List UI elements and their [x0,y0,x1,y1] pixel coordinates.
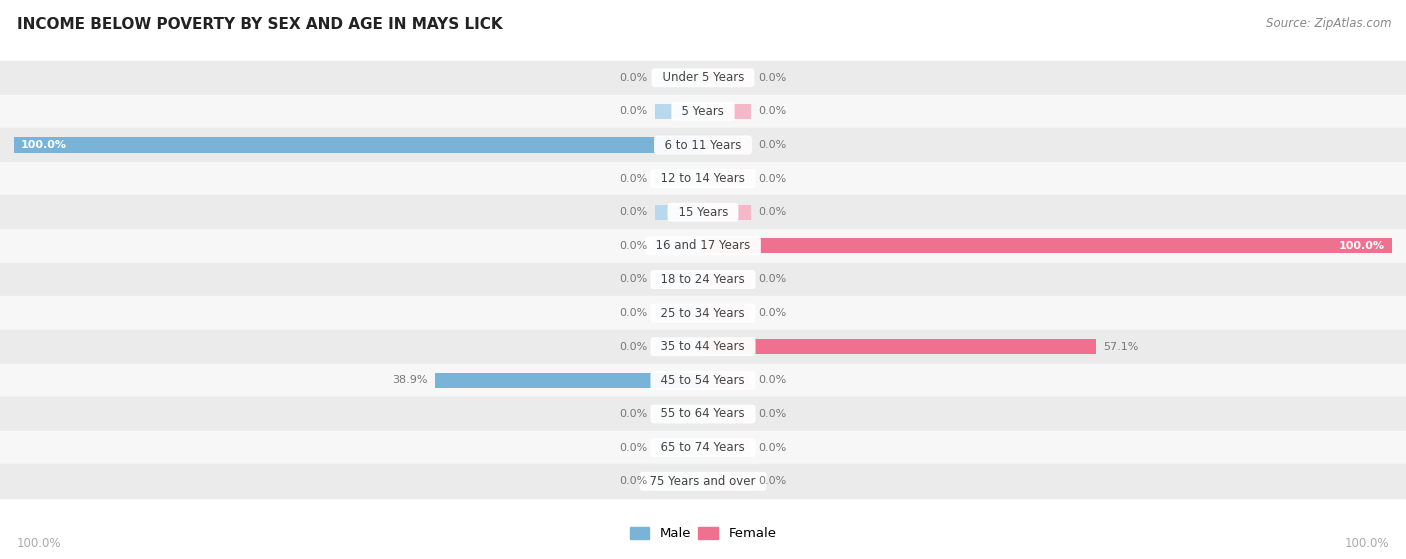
Text: 0.0%: 0.0% [620,73,648,83]
Bar [655,406,703,421]
Text: 0.0%: 0.0% [620,342,648,352]
Text: 0.0%: 0.0% [758,274,786,285]
Legend: Male, Female: Male, Female [624,522,782,546]
Text: 0.0%: 0.0% [758,174,786,183]
Bar [0,229,1406,263]
Text: 0.0%: 0.0% [758,443,786,453]
Bar [0,94,1406,128]
Text: 0.0%: 0.0% [758,476,786,486]
Text: 100.0%: 100.0% [17,537,62,549]
Text: 0.0%: 0.0% [620,443,648,453]
Text: 0.0%: 0.0% [620,207,648,217]
Text: 38.9%: 38.9% [392,376,427,385]
Text: 0.0%: 0.0% [620,476,648,486]
Bar [0,296,1406,330]
Text: 65 to 74 Years: 65 to 74 Years [654,441,752,454]
Bar [655,171,703,186]
Bar [0,263,1406,296]
Bar [0,330,1406,363]
Bar [434,373,703,388]
Text: 12 to 14 Years: 12 to 14 Years [654,172,752,185]
Bar [703,138,751,153]
Bar [0,61,1406,94]
Text: 0.0%: 0.0% [620,409,648,419]
Bar [655,238,703,253]
Bar [655,306,703,321]
Text: Source: ZipAtlas.com: Source: ZipAtlas.com [1267,17,1392,30]
Text: 15 Years: 15 Years [671,206,735,219]
Text: 0.0%: 0.0% [620,241,648,251]
Bar [703,272,751,287]
Bar [655,70,703,86]
Text: 5 Years: 5 Years [675,105,731,118]
Bar [655,473,703,489]
Text: Under 5 Years: Under 5 Years [655,71,751,84]
Text: 0.0%: 0.0% [758,376,786,385]
Bar [0,397,1406,431]
Text: 35 to 44 Years: 35 to 44 Years [654,340,752,353]
Bar [703,205,751,220]
Text: 0.0%: 0.0% [758,140,786,150]
Bar [14,138,703,153]
Text: 18 to 24 Years: 18 to 24 Years [654,273,752,286]
Bar [703,339,1097,354]
Text: 0.0%: 0.0% [758,308,786,318]
Bar [655,104,703,119]
Text: 0.0%: 0.0% [758,106,786,116]
Text: 0.0%: 0.0% [620,174,648,183]
Bar [0,196,1406,229]
Bar [703,406,751,421]
Bar [0,363,1406,397]
Text: 57.1%: 57.1% [1104,342,1139,352]
Bar [655,272,703,287]
Text: 0.0%: 0.0% [620,274,648,285]
Text: 0.0%: 0.0% [620,106,648,116]
Bar [0,465,1406,498]
Text: 0.0%: 0.0% [758,207,786,217]
Text: 0.0%: 0.0% [758,409,786,419]
Text: 16 and 17 Years: 16 and 17 Years [648,239,758,252]
Bar [0,128,1406,162]
Bar [655,205,703,220]
Bar [703,104,751,119]
Text: 100.0%: 100.0% [1344,537,1389,549]
Text: 25 to 34 Years: 25 to 34 Years [654,307,752,320]
Bar [703,473,751,489]
Text: 100.0%: 100.0% [21,140,67,150]
Text: 6 to 11 Years: 6 to 11 Years [657,139,749,151]
Bar [703,171,751,186]
Text: INCOME BELOW POVERTY BY SEX AND AGE IN MAYS LICK: INCOME BELOW POVERTY BY SEX AND AGE IN M… [17,17,502,32]
Bar [655,440,703,455]
Bar [703,306,751,321]
Bar [703,238,1392,253]
Bar [0,431,1406,465]
Bar [703,373,751,388]
Bar [655,339,703,354]
Bar [0,162,1406,196]
Text: 0.0%: 0.0% [620,308,648,318]
Text: 55 to 64 Years: 55 to 64 Years [654,408,752,420]
Text: 100.0%: 100.0% [1339,241,1385,251]
Text: 45 to 54 Years: 45 to 54 Years [654,374,752,387]
Text: 75 Years and over: 75 Years and over [643,475,763,488]
Bar [703,440,751,455]
Bar [703,70,751,86]
Text: 0.0%: 0.0% [758,73,786,83]
